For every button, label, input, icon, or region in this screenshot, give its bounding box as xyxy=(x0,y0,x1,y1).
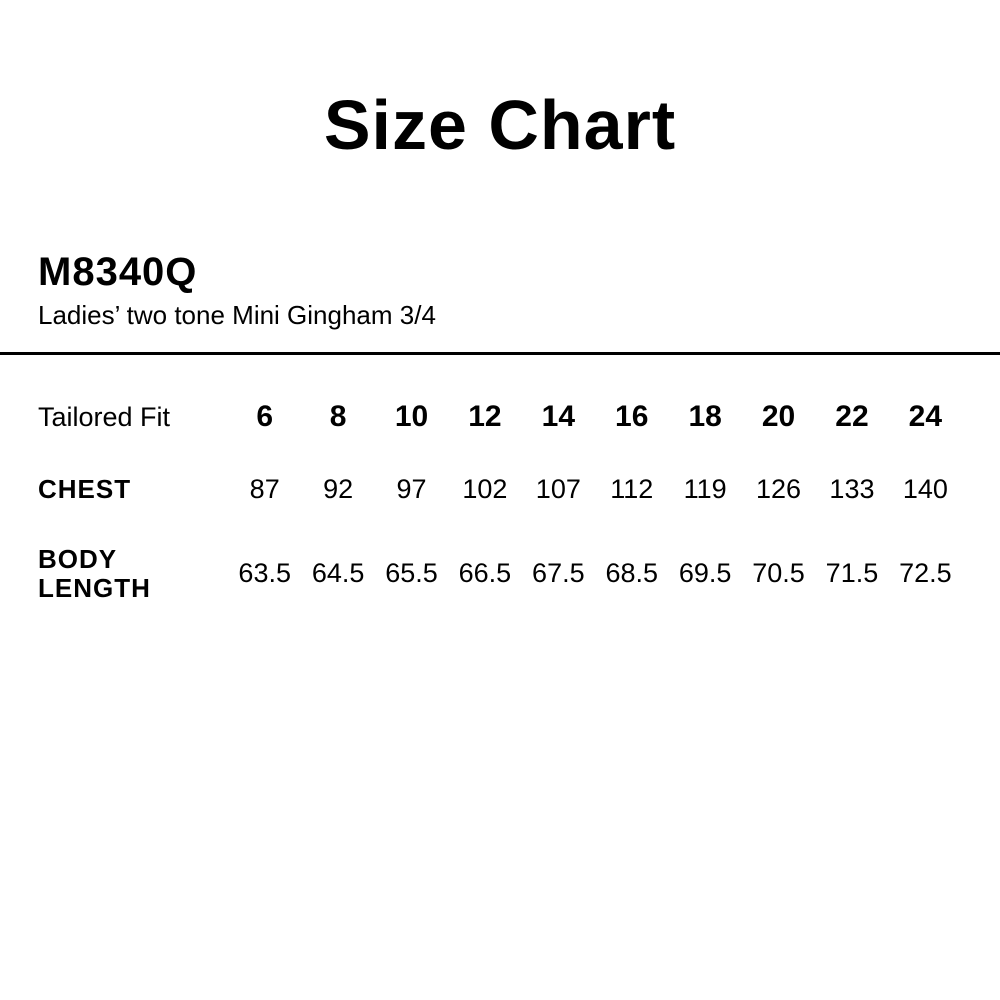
size-header: 10 xyxy=(375,400,448,434)
horizontal-divider xyxy=(0,352,1000,355)
body-length-value: 64.5 xyxy=(301,558,374,589)
body-length-label-text: BODYLENGTH xyxy=(38,544,151,603)
size-header: 20 xyxy=(742,400,815,434)
product-description: Ladies’ two tone Mini Gingham 3/4 xyxy=(38,300,436,331)
size-header: 14 xyxy=(522,400,595,434)
table-row: CHEST 87 92 97 102 107 112 119 126 133 1… xyxy=(38,474,962,505)
chest-value: 126 xyxy=(742,474,815,505)
chest-value: 97 xyxy=(375,474,448,505)
chest-value: 112 xyxy=(595,474,668,505)
chest-label: CHEST xyxy=(38,474,228,505)
body-length-value: 69.5 xyxy=(668,558,741,589)
product-code: M8340Q xyxy=(38,250,197,295)
fit-label: Tailored Fit xyxy=(38,402,228,433)
body-length-value: 66.5 xyxy=(448,558,521,589)
size-header-cells: 6 8 10 12 14 16 18 20 22 24 xyxy=(228,400,962,434)
size-header: 8 xyxy=(301,400,374,434)
body-length-value: 71.5 xyxy=(815,558,888,589)
body-length-value: 65.5 xyxy=(375,558,448,589)
body-length-value: 72.5 xyxy=(889,558,962,589)
table-header-row: Tailored Fit 6 8 10 12 14 16 18 20 22 24 xyxy=(38,400,962,434)
page-title: Size Chart xyxy=(0,85,1000,165)
size-header: 6 xyxy=(228,400,301,434)
size-chart-page: Size Chart M8340Q Ladies’ two tone Mini … xyxy=(0,0,1000,1000)
size-header: 24 xyxy=(889,400,962,434)
body-length-value: 67.5 xyxy=(522,558,595,589)
chest-value: 107 xyxy=(522,474,595,505)
table-row: BODYLENGTH 63.5 64.5 65.5 66.5 67.5 68.5… xyxy=(38,545,962,602)
body-length-label: BODYLENGTH xyxy=(38,545,228,602)
chest-value: 102 xyxy=(448,474,521,505)
chest-value: 140 xyxy=(889,474,962,505)
chest-value: 92 xyxy=(301,474,374,505)
chest-value: 133 xyxy=(815,474,888,505)
body-length-value: 63.5 xyxy=(228,558,301,589)
chest-value: 87 xyxy=(228,474,301,505)
body-length-value: 70.5 xyxy=(742,558,815,589)
chest-value: 119 xyxy=(668,474,741,505)
size-header: 18 xyxy=(668,400,741,434)
body-length-value: 68.5 xyxy=(595,558,668,589)
size-header: 12 xyxy=(448,400,521,434)
chest-cells: 87 92 97 102 107 112 119 126 133 140 xyxy=(228,474,962,505)
size-header: 16 xyxy=(595,400,668,434)
body-length-cells: 63.5 64.5 65.5 66.5 67.5 68.5 69.5 70.5 … xyxy=(228,558,962,589)
size-header: 22 xyxy=(815,400,888,434)
size-table: Tailored Fit 6 8 10 12 14 16 18 20 22 24… xyxy=(38,400,962,642)
